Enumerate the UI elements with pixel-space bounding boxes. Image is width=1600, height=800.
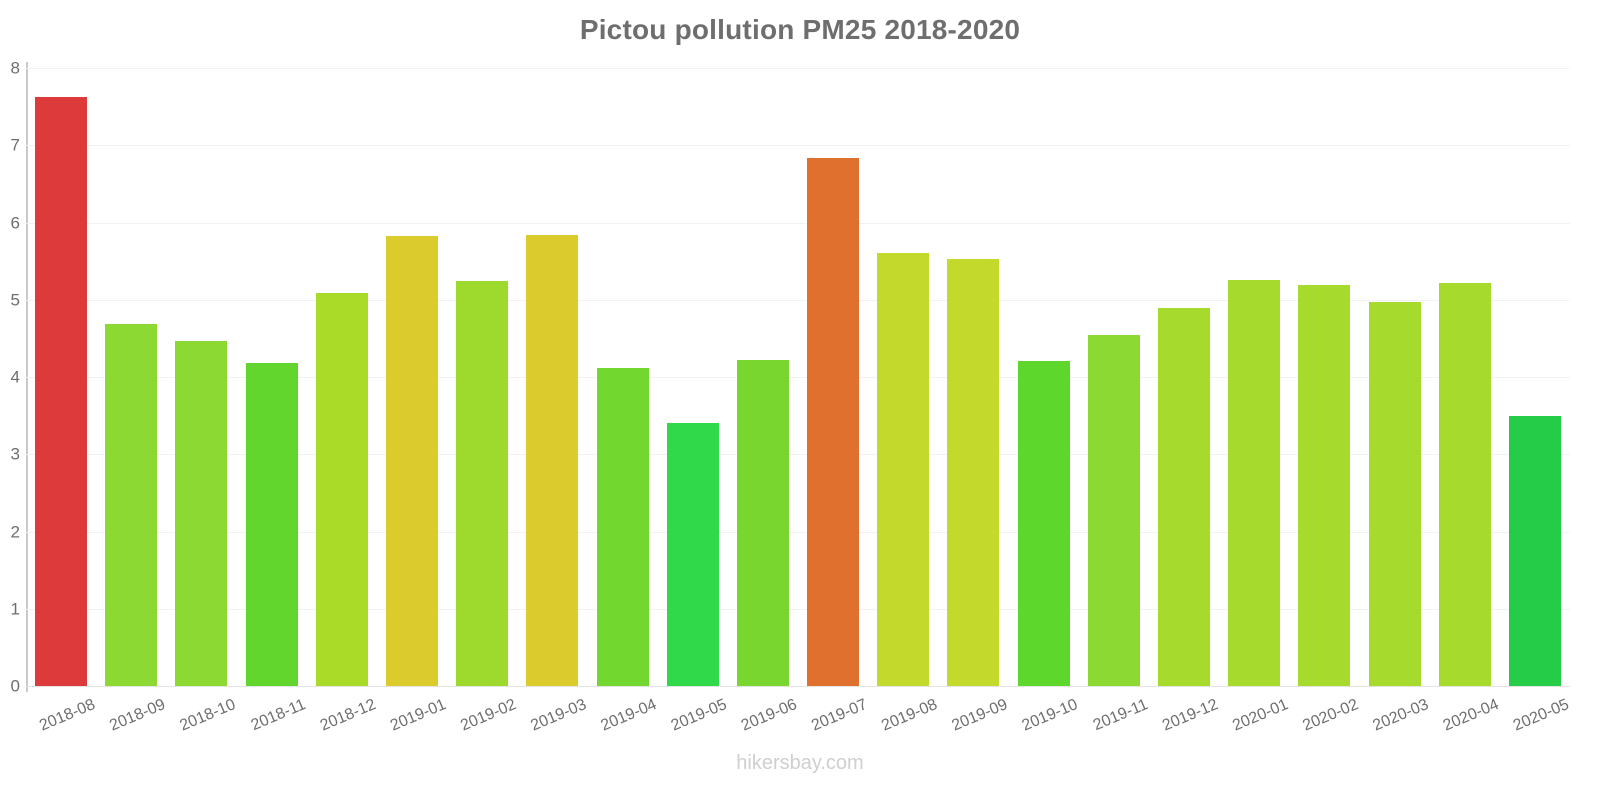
bar-2019-04[interactable]: [596, 367, 649, 686]
bar-2018-10[interactable]: [175, 340, 228, 686]
bar-2019-05[interactable]: [666, 422, 719, 686]
gridline-7: [26, 145, 1570, 147]
y-tick-3: 3: [10, 444, 20, 464]
bar-2018-08[interactable]: [35, 96, 88, 686]
bar-2019-10[interactable]: [1017, 360, 1070, 686]
bar-2019-03[interactable]: [526, 234, 579, 686]
y-tick-2: 2: [10, 522, 20, 541]
plot-area: [26, 68, 1570, 687]
bar-2020-02[interactable]: [1298, 285, 1351, 686]
gridline-0: [26, 686, 1570, 687]
chart-title: Pictou pollution PM25 2018-2020: [579, 14, 1021, 45]
gridline-1: [26, 608, 1570, 610]
gridline-2: [26, 531, 1570, 533]
gridline-8: [26, 68, 1570, 69]
y-tick-7: 7: [10, 135, 20, 155]
y-tick-6: 6: [10, 213, 20, 232]
gridline-5: [26, 299, 1570, 301]
x-axis-tick-labels: 2018-08 2018-09 2018-10 2018-11 2018-12 2019-…: [26, 690, 1572, 760]
bar-2018-12[interactable]: [315, 292, 368, 686]
bar-2019-11[interactable]: [1087, 334, 1140, 686]
bar-2019-06[interactable]: [736, 360, 789, 686]
bar-2020-04[interactable]: [1438, 282, 1491, 686]
bar-2018-09[interactable]: [105, 324, 158, 686]
bar-2019-12[interactable]: [1158, 308, 1210, 686]
gridline-6: [26, 222, 1570, 224]
gridline-3: [26, 454, 1570, 456]
bar-2020-01[interactable]: [1228, 279, 1281, 686]
bar-2019-07[interactable]: [807, 157, 860, 686]
y-tick-4: 4: [10, 367, 20, 387]
bar-2019-08[interactable]: [877, 253, 930, 686]
gridline-4: [26, 377, 1570, 378]
bar-2019-01[interactable]: [386, 236, 438, 686]
bar-2020-03[interactable]: [1368, 302, 1421, 686]
y-axis-tick-labels: 0 1 2 3 4 5 6 7 8: [0, 60, 20, 695]
bar-2020-05[interactable]: [1508, 415, 1561, 686]
y-tick-8: 8: [10, 58, 20, 78]
bar-2019-02[interactable]: [456, 281, 509, 686]
y-tick-0: 0: [10, 676, 20, 696]
bar-2018-11[interactable]: [245, 363, 298, 686]
y-tick-1: 1: [10, 599, 20, 619]
bar-2019-09[interactable]: [947, 258, 1000, 686]
y-tick-5: 5: [10, 290, 20, 310]
footer-source: hikersbay.com: [736, 752, 864, 774]
